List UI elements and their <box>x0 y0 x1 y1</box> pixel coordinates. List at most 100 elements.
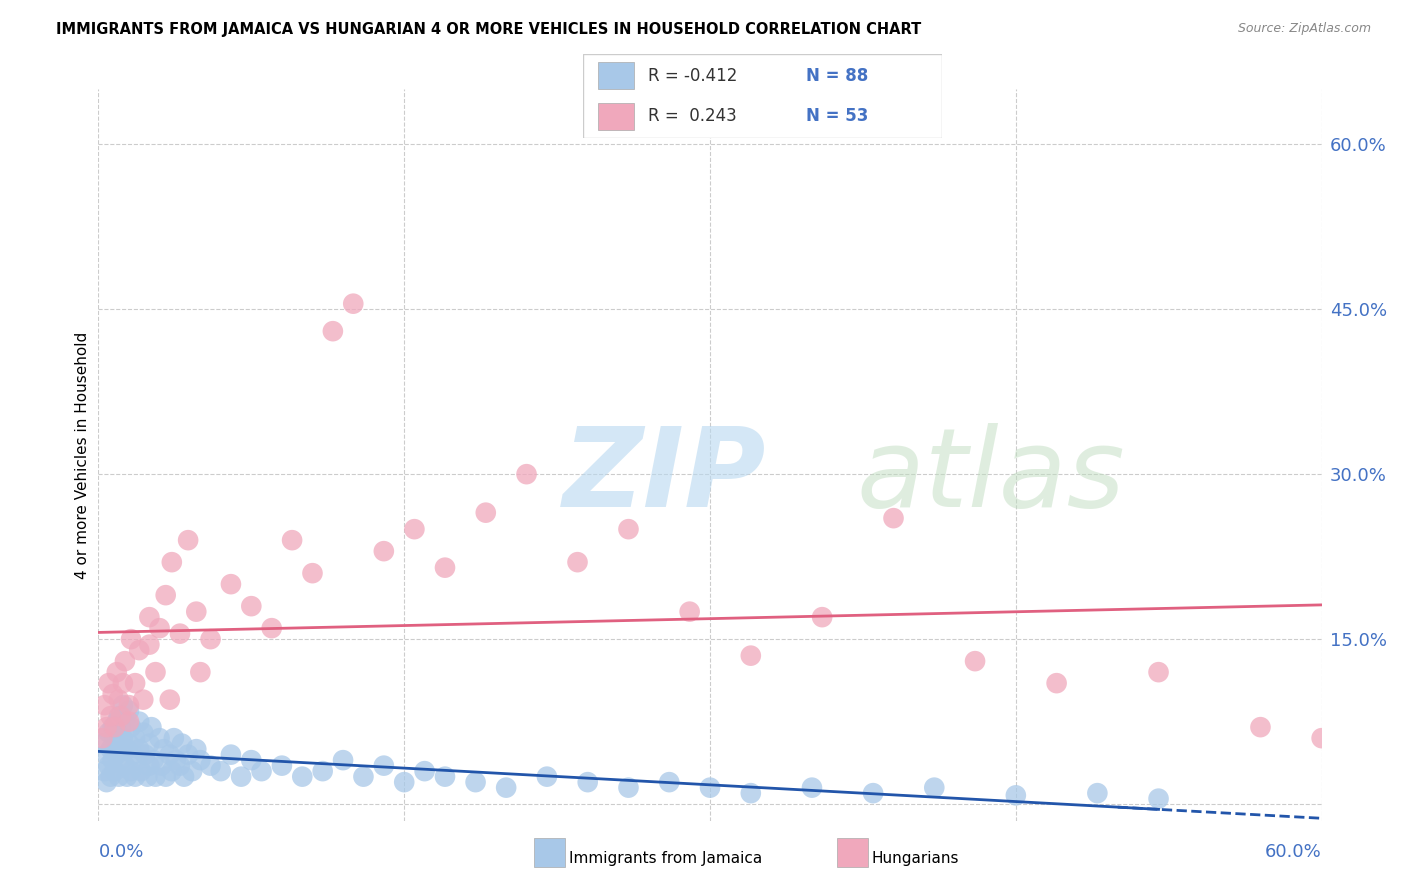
Point <box>332 753 354 767</box>
Point <box>138 758 160 772</box>
Point <box>114 758 136 772</box>
Point <box>97 758 120 772</box>
Point <box>1147 791 1170 805</box>
Point <box>464 775 486 789</box>
Text: N = 88: N = 88 <box>806 67 868 85</box>
Point <box>1004 789 1026 803</box>
Text: R =  0.243: R = 0.243 <box>648 107 737 125</box>
Point <box>114 714 136 729</box>
Point <box>155 770 177 784</box>
Point <box>209 764 232 779</box>
Point <box>188 665 212 680</box>
Point <box>260 621 283 635</box>
Point <box>114 654 136 668</box>
Point <box>118 698 141 713</box>
Point <box>617 780 640 795</box>
Y-axis label: 4 or more Vehicles in Household: 4 or more Vehicles in Household <box>75 331 90 579</box>
Text: N = 53: N = 53 <box>806 107 868 125</box>
Point <box>120 720 142 734</box>
Point <box>240 599 263 614</box>
FancyBboxPatch shape <box>583 54 942 138</box>
Point <box>128 643 150 657</box>
Point <box>111 676 134 690</box>
Point <box>100 770 122 784</box>
Point <box>145 770 167 784</box>
Point <box>177 747 200 762</box>
Point <box>1085 786 1108 800</box>
Point <box>93 764 115 779</box>
Point <box>129 764 152 779</box>
Point <box>679 605 702 619</box>
Point <box>699 780 721 795</box>
Point <box>231 770 253 784</box>
Point <box>105 747 128 762</box>
Point <box>93 698 115 713</box>
Point <box>240 753 263 767</box>
Point <box>965 654 987 668</box>
Point <box>150 758 173 772</box>
Point <box>617 522 640 536</box>
Point <box>312 764 335 779</box>
Point <box>160 555 183 569</box>
Point <box>124 770 146 784</box>
Point <box>97 676 120 690</box>
Point <box>136 770 159 784</box>
Point <box>658 775 681 789</box>
Point <box>301 566 323 581</box>
Text: 60.0%: 60.0% <box>1265 843 1322 861</box>
Point <box>115 770 138 784</box>
Point <box>128 714 150 729</box>
Point <box>404 522 426 536</box>
Point <box>1147 665 1170 680</box>
Point <box>740 648 762 663</box>
Point <box>322 324 344 338</box>
Point <box>104 764 127 779</box>
FancyBboxPatch shape <box>598 62 634 89</box>
Point <box>138 610 160 624</box>
Point <box>373 758 395 772</box>
Point <box>149 621 172 635</box>
Point <box>883 511 905 525</box>
Point <box>100 742 122 756</box>
Point <box>108 737 131 751</box>
Point <box>96 720 118 734</box>
Point <box>177 533 200 548</box>
Point <box>110 753 132 767</box>
Text: IMMIGRANTS FROM JAMAICA VS HUNGARIAN 4 OR MORE VEHICLES IN HOUSEHOLD CORRELATION: IMMIGRANTS FROM JAMAICA VS HUNGARIAN 4 O… <box>56 22 921 37</box>
Point <box>811 610 834 624</box>
Point <box>155 588 177 602</box>
Point <box>434 770 457 784</box>
Point <box>576 775 599 789</box>
Point <box>149 731 172 746</box>
Point <box>122 747 145 762</box>
Point <box>160 764 183 779</box>
Point <box>145 665 167 680</box>
Point <box>124 731 146 746</box>
Point <box>291 770 314 784</box>
Point <box>111 731 134 746</box>
Point <box>138 737 160 751</box>
Point <box>801 780 824 795</box>
Point <box>281 533 304 548</box>
Point <box>181 764 204 779</box>
Point <box>108 709 131 723</box>
Text: R = -0.412: R = -0.412 <box>648 67 737 85</box>
Text: ZIP: ZIP <box>564 424 766 531</box>
Point <box>104 720 127 734</box>
Point <box>495 780 517 795</box>
Point <box>111 698 134 713</box>
Point <box>740 786 762 800</box>
Point <box>110 720 132 734</box>
Point <box>173 770 195 784</box>
Point <box>138 638 160 652</box>
Point <box>186 605 208 619</box>
Point <box>342 296 364 310</box>
Point <box>536 770 558 784</box>
Point <box>1045 676 1069 690</box>
Point <box>115 742 138 756</box>
Point <box>105 714 128 729</box>
FancyBboxPatch shape <box>598 103 634 130</box>
Point <box>163 731 186 746</box>
Point <box>104 731 127 746</box>
Point <box>159 692 181 706</box>
